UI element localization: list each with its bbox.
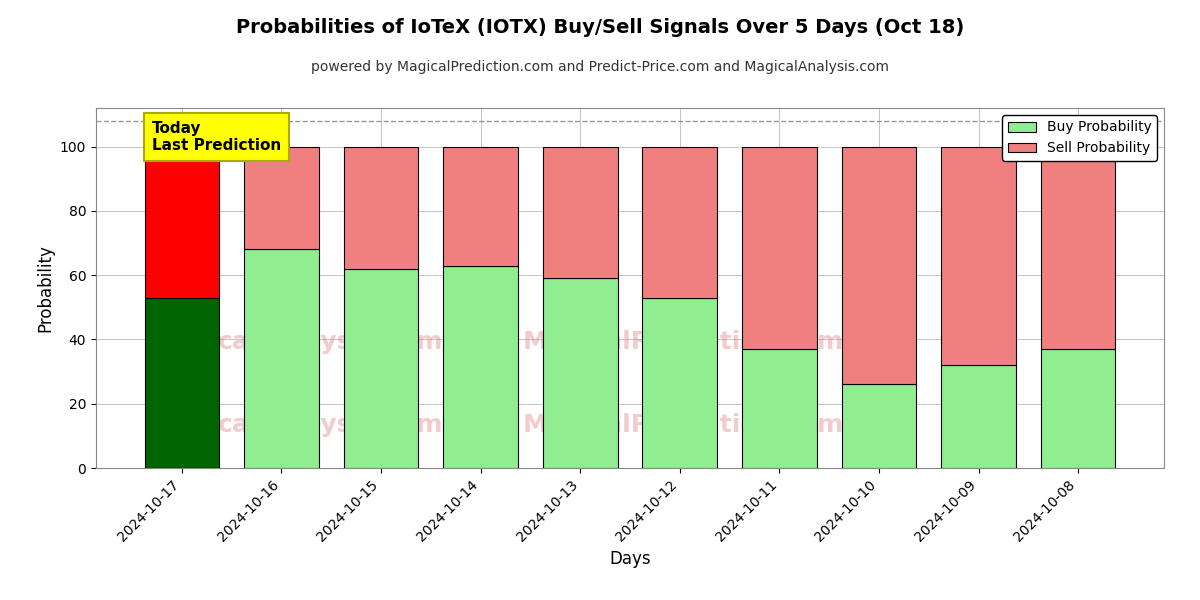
Bar: [841, 146, 917, 385]
Bar: [742, 146, 817, 349]
Bar: [1040, 349, 1116, 468]
Bar: [443, 265, 518, 468]
Text: calAnalysis.com: calAnalysis.com: [218, 413, 444, 437]
X-axis label: Days: Days: [610, 550, 650, 568]
Legend: Buy Probability, Sell Probability: Buy Probability, Sell Probability: [1002, 115, 1157, 161]
Text: Probabilities of IoTeX (IOTX) Buy/Sell Signals Over 5 Days (Oct 18): Probabilities of IoTeX (IOTX) Buy/Sell S…: [236, 18, 964, 37]
Text: Today
Last Prediction: Today Last Prediction: [152, 121, 281, 153]
Bar: [542, 278, 618, 468]
Text: calAnalysis.com: calAnalysis.com: [218, 330, 444, 354]
Bar: [343, 269, 419, 468]
Bar: [244, 250, 319, 468]
Bar: [941, 146, 1016, 365]
Bar: [841, 385, 917, 468]
Bar: [343, 146, 419, 269]
Text: powered by MagicalPrediction.com and Predict-Price.com and MagicalAnalysis.com: powered by MagicalPrediction.com and Pre…: [311, 60, 889, 74]
Bar: [144, 298, 220, 468]
Bar: [244, 146, 319, 250]
Bar: [642, 146, 718, 298]
Bar: [1040, 146, 1116, 349]
Text: MagicalPrediction.com: MagicalPrediction.com: [523, 413, 844, 437]
Bar: [542, 146, 618, 278]
Bar: [742, 349, 817, 468]
Bar: [642, 298, 718, 468]
Bar: [941, 365, 1016, 468]
Bar: [144, 146, 220, 298]
Y-axis label: Probability: Probability: [36, 244, 54, 332]
Bar: [443, 146, 518, 265]
Text: MagicalPrediction.com: MagicalPrediction.com: [523, 330, 844, 354]
